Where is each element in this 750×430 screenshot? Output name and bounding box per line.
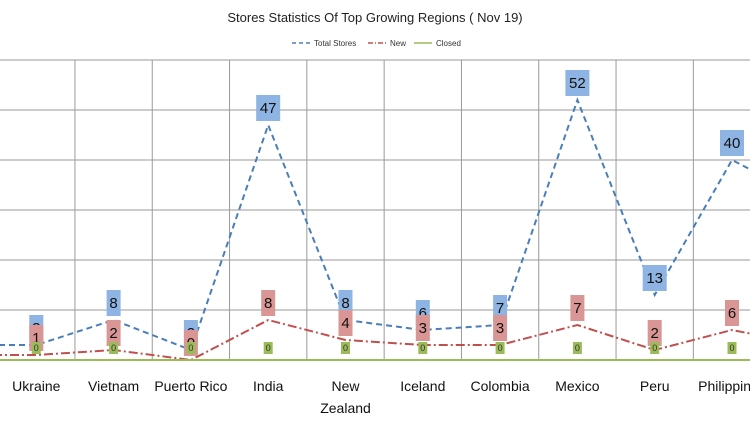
data-label-box [261,290,276,316]
data-label-box [415,315,430,341]
category-label-4: India [253,378,284,394]
data-label-box [570,295,585,321]
data-label-text: 6 [419,305,427,322]
data-label-box [106,320,121,346]
data-label-box [31,342,41,354]
data-label-box [493,295,508,321]
data-label-1-8: 7 [570,295,585,321]
chart-title: Stores Statistics Of Top Growing Regions… [227,10,522,25]
category-labels: Ukraine Vietnam Puerto Rico India New Zealand… [12,378,750,416]
data-label-box [341,342,350,354]
data-label-2-8: 0 [572,342,582,354]
data-label-box [720,130,744,156]
category-label-7: Colombia [471,378,530,394]
data-label-box [256,95,281,121]
data-label-1-4: 8 [261,290,276,316]
data-label-text: 0 [498,343,503,353]
data-label-2-6: 0 [418,342,428,354]
data-label-0-4: 47 [256,95,281,121]
data-label-2-4: 0 [263,342,273,354]
data-label-2-10: 0 [727,342,737,354]
category-label-5: New Zealand [320,378,371,416]
data-labels: 3824786752134012084337260000000000 [29,70,744,356]
category-label-3: Puerto Rico [154,378,227,394]
data-label-text: 8 [109,295,117,312]
data-label-box [338,290,353,316]
data-label-box [338,310,353,336]
data-label-2-5: 0 [341,342,350,354]
data-label-text: 13 [646,270,663,287]
data-label-2-2: 0 [109,342,119,354]
data-label-text: 2 [109,325,117,342]
data-label-1-7: 3 [493,315,508,341]
data-label-0-5: 8 [338,290,353,316]
data-label-text: 3 [419,320,427,337]
data-label-text: 4 [341,315,349,332]
data-label-text: 3 [496,320,504,337]
data-label-0-10: 40 [720,130,744,156]
data-label-2-7: 0 [495,342,505,354]
legend-label-0: Total Stores [314,39,356,48]
data-label-box [565,70,590,96]
data-label-1-6: 3 [415,315,430,341]
data-label-0-2: 8 [106,290,121,316]
data-label-text: 8 [264,295,272,312]
data-label-2-9: 0 [650,342,660,354]
data-label-box [650,342,660,354]
series-lines [0,97,750,362]
series-line-0 [0,97,750,352]
gridlines [0,59,750,361]
legend-label-1: New [390,39,406,48]
data-label-1-9: 2 [647,320,662,346]
data-label-box [495,342,505,354]
data-label-text: 0 [111,343,116,353]
data-label-box [642,265,667,291]
data-label-text: 7 [496,300,504,317]
category-label-10: Philippines [698,378,750,394]
data-label-text: 7 [573,300,581,317]
series-line-1 [0,318,750,362]
data-label-text: 2 [651,325,659,342]
data-label-box [572,342,582,354]
data-label-text: 0 [652,343,657,353]
data-label-text: 6 [728,305,736,322]
data-label-box [493,315,508,341]
legend-label-2: Closed [436,39,461,48]
data-label-box [106,290,121,316]
data-label-text: 0 [266,343,271,353]
data-label-text: 0 [343,343,348,353]
data-label-1-5: 4 [338,310,353,336]
data-label-box [647,320,662,346]
data-label-box [186,342,196,354]
data-label-text: 0 [34,343,39,353]
data-label-0-8: 52 [565,70,590,96]
data-label-box [418,342,428,354]
data-label-text: 0 [575,343,580,353]
data-label-0-7: 7 [493,295,508,321]
category-label-2: Vietnam [88,378,139,394]
data-label-text: 40 [724,135,741,152]
data-label-1-10: 6 [725,300,739,326]
data-label-text: 1 [32,330,40,347]
data-label-text: 8 [341,295,349,312]
data-label-text: 0 [420,343,425,353]
category-label-6: Iceland [400,378,445,394]
data-label-box [263,342,273,354]
data-label-box [725,300,739,326]
legend: Total Stores New Closed [292,39,461,48]
category-label-9: Peru [640,378,670,394]
data-label-text: 0 [729,343,734,353]
data-label-text: 47 [260,100,277,117]
data-label-text: 52 [569,75,586,92]
data-label-box [727,342,737,354]
data-label-box [109,342,119,354]
data-label-text: 0 [188,343,193,353]
data-label-2-1: 0 [31,342,41,354]
category-label-1: Ukraine [12,378,60,394]
data-label-0-9: 13 [642,265,667,291]
category-label-8: Mexico [555,378,600,394]
data-label-2-3: 0 [186,342,196,354]
data-label-1-2: 2 [106,320,121,346]
